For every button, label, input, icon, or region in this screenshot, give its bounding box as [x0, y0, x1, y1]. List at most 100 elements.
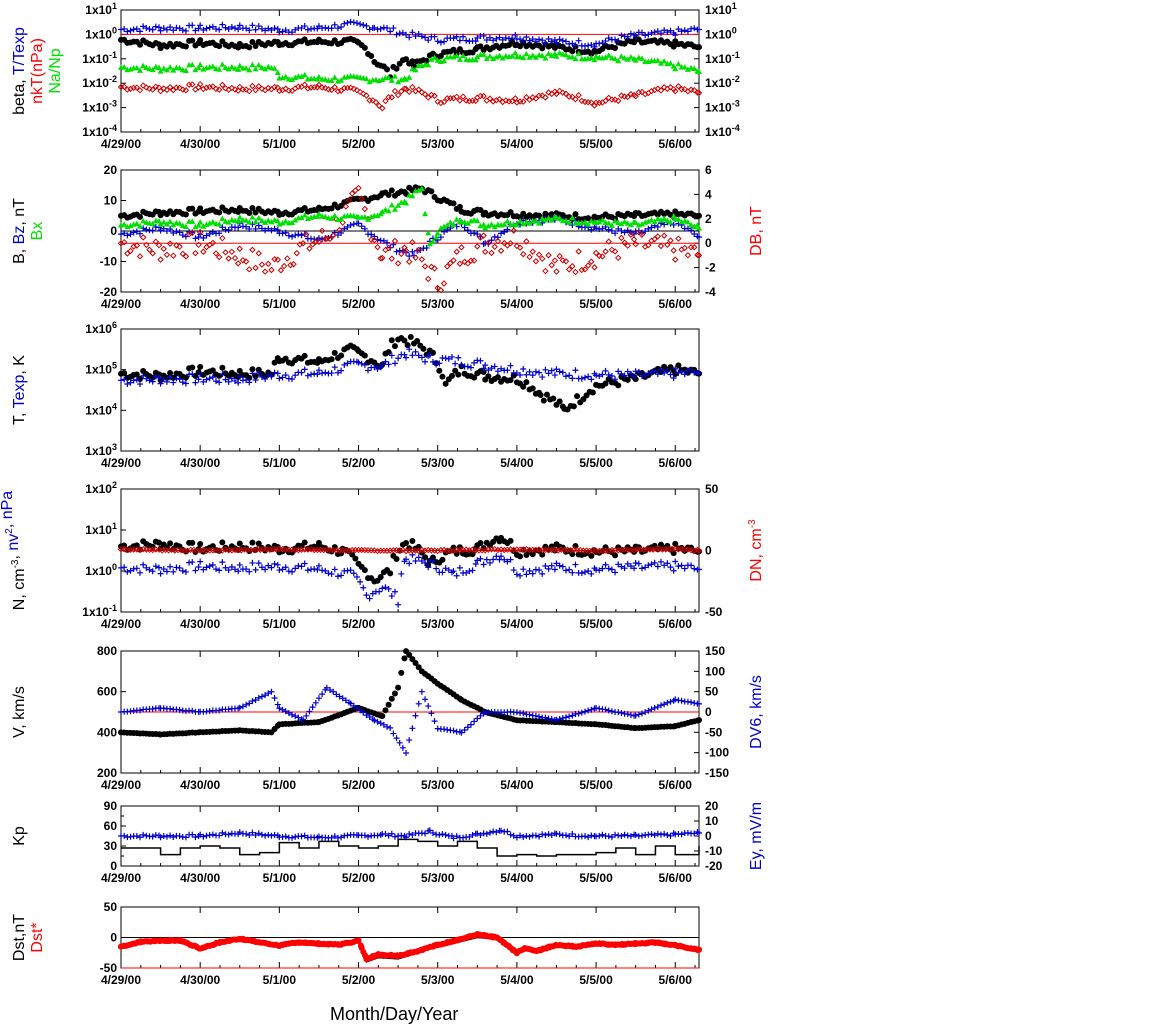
data-point — [672, 558, 679, 565]
data-point — [189, 205, 196, 212]
data-point — [365, 833, 372, 840]
data-point — [197, 363, 204, 370]
data-point — [477, 539, 484, 546]
data-point — [301, 352, 308, 359]
data-point — [627, 833, 634, 840]
x-tick-label: 5/6/00 — [659, 456, 693, 470]
data-point — [301, 71, 308, 78]
data-point — [170, 86, 177, 94]
data-point — [258, 693, 265, 700]
data-point — [262, 566, 269, 573]
data-point — [615, 225, 622, 232]
data-point — [155, 242, 163, 249]
data-point — [667, 84, 674, 91]
data-point — [258, 261, 266, 268]
data-point — [124, 380, 131, 387]
data-point — [328, 25, 335, 32]
data-point — [167, 832, 174, 839]
data-point — [133, 84, 141, 91]
data-point — [379, 208, 386, 215]
data-point — [578, 375, 585, 382]
data-point — [292, 74, 299, 81]
data-point — [483, 831, 490, 838]
data-point — [216, 43, 223, 50]
series-ttexp — [118, 18, 702, 50]
data-point — [249, 370, 256, 377]
data-point — [292, 26, 299, 33]
data-point — [649, 546, 657, 553]
y-right-tick-label: -50 — [705, 725, 723, 739]
data-point — [412, 66, 419, 73]
data-point — [315, 539, 322, 546]
data-point — [157, 227, 164, 234]
data-point — [358, 195, 365, 202]
data-point — [236, 62, 243, 69]
data-point — [513, 834, 520, 841]
y-right-tick-label: 1x100 — [705, 25, 737, 41]
data-point — [353, 574, 360, 581]
data-point — [289, 76, 296, 82]
data-point — [143, 564, 150, 571]
data-point — [276, 87, 283, 95]
data-point — [672, 32, 679, 39]
data-point — [696, 234, 702, 241]
data-point — [452, 360, 459, 367]
y-tick-label: 30 — [104, 839, 118, 853]
data-point — [200, 833, 207, 840]
data-point — [672, 365, 679, 372]
data-point — [491, 223, 498, 230]
y-tick-label: 600 — [97, 685, 117, 699]
data-point — [356, 88, 364, 96]
data-point — [520, 98, 527, 105]
data-point — [431, 54, 438, 60]
data-point — [206, 230, 213, 237]
data-point — [249, 214, 256, 220]
y-axis-label-2: Dst* — [29, 922, 46, 952]
data-point — [163, 568, 170, 575]
data-point — [542, 366, 549, 373]
data-point — [365, 216, 372, 222]
data-point — [231, 86, 239, 93]
data-point — [143, 241, 150, 249]
data-point — [137, 569, 144, 576]
data-point — [196, 228, 204, 236]
data-point — [361, 567, 368, 574]
data-point — [436, 831, 443, 838]
data-point — [429, 557, 436, 564]
data-point — [398, 88, 405, 95]
data-point — [441, 228, 448, 235]
data-point — [624, 832, 631, 839]
data-point — [265, 217, 272, 223]
data-point — [353, 86, 361, 94]
data-point — [374, 832, 381, 839]
data-point — [681, 85, 688, 93]
data-point — [246, 568, 253, 575]
data-point — [599, 225, 606, 232]
y-tick-label: 1x105 — [85, 361, 117, 377]
data-point — [377, 255, 384, 262]
data-point — [688, 227, 695, 234]
data-point — [127, 567, 134, 574]
data-point — [384, 24, 391, 31]
data-point — [157, 87, 164, 95]
data-point — [182, 834, 189, 841]
data-point — [391, 690, 398, 697]
data-point — [274, 370, 281, 377]
data-point — [605, 707, 612, 714]
data-point — [322, 84, 329, 92]
data-point — [315, 210, 322, 217]
data-point — [494, 234, 501, 241]
data-point — [517, 553, 524, 560]
y-axis-label-2: Bx — [29, 222, 46, 241]
data-point — [133, 220, 140, 227]
data-point — [588, 832, 595, 839]
data-point — [160, 85, 167, 92]
data-point — [388, 352, 395, 359]
data-point — [252, 225, 259, 232]
data-point — [517, 372, 524, 379]
x-tick-label: 5/5/00 — [579, 456, 613, 470]
data-point — [548, 261, 555, 269]
data-point — [239, 703, 246, 710]
data-point — [358, 944, 365, 951]
data-point — [523, 379, 530, 386]
